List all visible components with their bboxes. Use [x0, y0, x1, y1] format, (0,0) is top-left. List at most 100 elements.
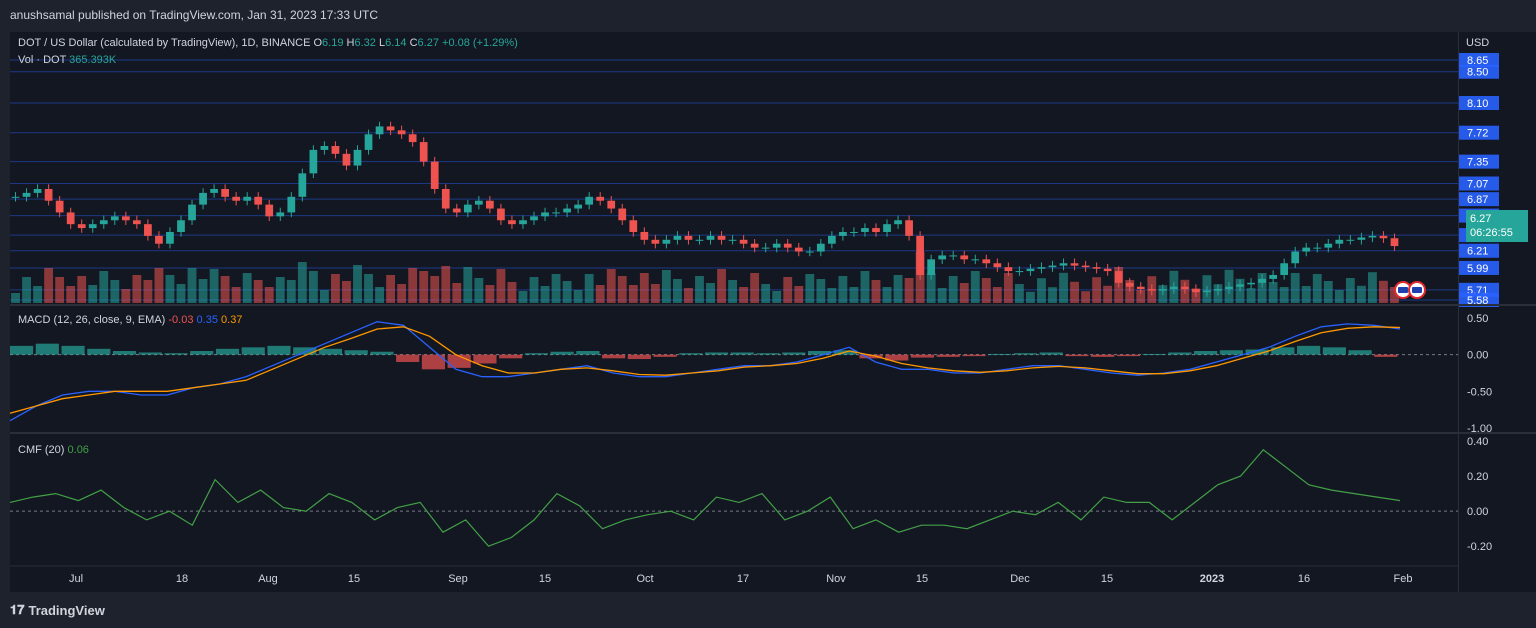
close-label: C	[409, 37, 418, 49]
candle-body	[430, 161, 439, 189]
x-tick-label: 17	[737, 573, 749, 585]
brand-name: TradingView	[28, 602, 105, 618]
candle-body	[982, 259, 991, 264]
candle-body	[1247, 282, 1255, 285]
macd-histogram-bar	[344, 350, 368, 355]
candle-body	[1313, 247, 1322, 249]
volume-bar	[992, 287, 1002, 303]
volume-bar	[187, 268, 197, 303]
volume-bar	[297, 262, 307, 303]
volume-label[interactable]: Vol · DOT	[18, 54, 67, 66]
low-value: 6.14	[385, 37, 407, 49]
cmf-label[interactable]: CMF (20)	[18, 444, 65, 456]
candle-body	[199, 192, 207, 205]
volume-bar	[915, 252, 925, 303]
volume-bar	[529, 277, 539, 303]
cmf-tick-label: -0.20	[1467, 541, 1492, 553]
macd-label[interactable]: MACD (12, 26, close, 9, EMA)	[18, 314, 166, 326]
candle-body	[706, 235, 715, 240]
candle-body	[1390, 238, 1399, 247]
volume-bar	[1191, 288, 1201, 303]
candle-body	[1048, 265, 1057, 268]
candle-body	[1070, 263, 1079, 266]
candle-body	[883, 224, 891, 232]
x-tick-label: 15	[348, 573, 360, 585]
symbol-title[interactable]: DOT / US Dollar (calculated by TradingVi…	[18, 37, 311, 49]
candle-body	[452, 208, 461, 213]
volume-bar	[242, 273, 252, 303]
volume-bar	[794, 286, 804, 303]
volume-bar	[1081, 291, 1091, 303]
volume-bar	[860, 271, 870, 303]
macd-tick-label: 0.00	[1467, 350, 1488, 362]
cmf-tick-label: 0.20	[1467, 471, 1488, 483]
last-price-tag: 6.27 06:26:55	[1466, 210, 1528, 242]
candle-body	[419, 142, 428, 162]
macd-histogram-bar	[1065, 354, 1089, 357]
candle-body	[905, 220, 913, 236]
candle-body	[1004, 267, 1013, 272]
candle-body	[1357, 237, 1366, 240]
candle-body	[850, 231, 858, 233]
macd-histogram-bar	[1013, 353, 1038, 355]
volume-bar	[1169, 270, 1179, 303]
macd-histogram-bar	[782, 352, 806, 355]
us-flag-icon-2[interactable]	[1408, 281, 1426, 299]
macd-histogram-bar	[473, 354, 497, 364]
volume-bar	[617, 276, 627, 303]
candle-body	[155, 235, 163, 244]
price-tick-bg	[1459, 192, 1499, 207]
volume-bar	[110, 280, 120, 303]
macd-histogram-bar	[190, 351, 214, 355]
candle-body	[794, 247, 803, 252]
volume-bar	[143, 280, 153, 303]
volume-bar	[474, 278, 484, 303]
candle-body	[463, 204, 472, 213]
volume-bar	[364, 274, 373, 303]
chart-area[interactable]	[10, 32, 1458, 592]
candle-body	[265, 204, 274, 217]
candle-body	[971, 259, 980, 261]
volume-bar	[518, 291, 528, 303]
candle-body	[497, 208, 505, 221]
candle-body	[486, 200, 494, 209]
volume-bar	[353, 265, 362, 303]
volume-bar	[650, 284, 660, 303]
volume-bar	[99, 271, 109, 303]
candle-body	[1026, 268, 1035, 272]
currency-label: USD	[1466, 37, 1490, 49]
volume-bar	[695, 276, 704, 303]
candle-body	[607, 200, 616, 209]
volume-bar	[154, 268, 164, 303]
price-tick-label: 7.72	[1467, 128, 1488, 140]
macd-histogram-bar	[524, 353, 548, 355]
volume-bar	[584, 274, 594, 303]
volume-bar	[209, 269, 219, 303]
price-axis[interactable]	[1458, 32, 1536, 592]
macd-histogram-bar	[730, 352, 754, 355]
volume-bar	[1202, 275, 1212, 303]
volume-bar	[882, 287, 892, 303]
volume-bar	[1345, 278, 1355, 303]
candle-body	[331, 145, 340, 154]
high-value: 6.32	[354, 37, 376, 49]
macd-signal-value: 0.37	[221, 314, 243, 326]
macd-histogram-bar	[1219, 350, 1243, 355]
candle-body	[1368, 235, 1377, 238]
candle-body	[1335, 239, 1344, 244]
price-tick-label: 7.35	[1467, 157, 1488, 169]
macd-histogram-bar	[576, 351, 600, 355]
x-tick-label: 18	[176, 573, 188, 585]
x-tick-label: 16	[1298, 573, 1310, 585]
volume-bar	[1136, 289, 1146, 303]
candle-body	[254, 196, 263, 205]
candle-body	[927, 259, 936, 275]
volume-bar	[1323, 281, 1333, 303]
candle-body	[408, 134, 417, 143]
candle-body	[960, 255, 969, 260]
macd-histogram-bar	[1142, 353, 1166, 355]
volume-bar	[706, 283, 715, 303]
candle-body	[839, 231, 847, 236]
volume-bar	[816, 279, 826, 303]
candle-body	[585, 196, 594, 205]
